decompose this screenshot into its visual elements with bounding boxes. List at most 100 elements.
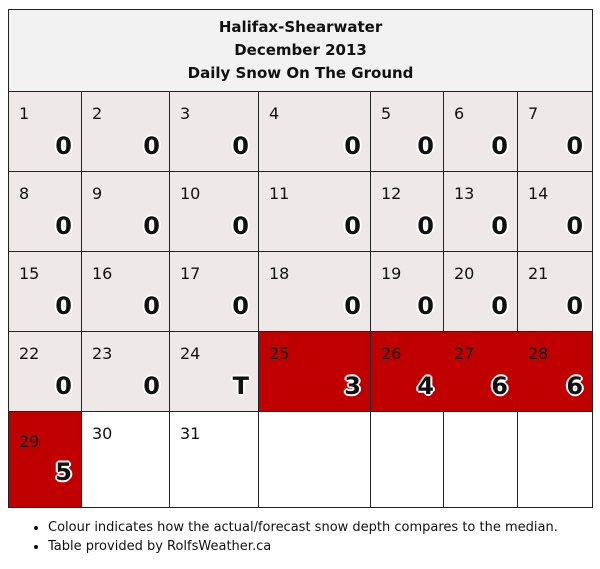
snow-depth-value: 0 [55,212,72,240]
snow-depth-value: 0 [491,292,508,320]
snow-depth-value: 0 [491,212,508,240]
snow-depth-value: 0 [143,212,160,240]
day-number: 5 [381,104,392,123]
day-number: 4 [269,104,280,123]
snow-depth-value: 0 [55,132,72,160]
calendar-title: Halifax-Shearwater December 2013 Daily S… [7,9,594,92]
day-number: 1 [19,104,30,123]
empty-cell [516,411,594,508]
day-number: 11 [269,184,290,203]
snow-depth-value: 6 [566,372,584,400]
day-number: 13 [454,184,475,203]
snow-depth-value: 0 [55,372,72,400]
snow-depth-value: 0 [344,212,361,240]
calendar-table: Halifax-Shearwater December 2013 Daily S… [7,9,594,508]
day-number: 21 [528,264,549,283]
day-cell: 12 0 [370,171,444,252]
day-number: 12 [381,184,402,203]
day-cell: 19 0 [370,251,444,332]
snow-depth-value: 0 [417,132,434,160]
day-number: 9 [92,184,103,203]
day-number: 30 [92,424,113,443]
empty-cell [370,411,444,508]
day-cell: 11 0 [258,171,371,252]
day-number: 27 [454,344,475,363]
day-number: 23 [92,344,113,363]
snow-depth-value: 0 [417,212,434,240]
day-number: 3 [180,104,191,123]
snow-depth-value: 0 [344,132,361,160]
snow-depth-value: T [232,372,249,400]
day-cell: 23 0 [81,331,170,412]
day-cell: 30 [81,411,170,508]
day-cell: 31 [169,411,259,508]
snow-depth-value: 0 [232,212,249,240]
snow-depth-value: 0 [232,132,249,160]
day-number: 22 [19,344,40,363]
week-row: 29 5 30 31 [8,411,594,508]
station-name: Halifax-Shearwater [218,18,383,36]
day-cell: 20 0 [443,251,518,332]
day-cell: 21 0 [516,251,594,332]
day-number: 14 [528,184,549,203]
metric-label: Daily Snow On The Ground [187,64,414,82]
day-number: 7 [528,104,539,123]
snow-depth-value: 6 [491,372,508,400]
empty-cell [258,411,371,508]
snow-depth-value: 0 [491,132,508,160]
snow-depth-value: 0 [566,212,584,240]
day-cell: 29 5 [8,411,82,508]
day-cell: 24 T [169,331,259,412]
day-number: 6 [454,104,465,123]
week-row: 15 0 16 0 17 0 18 0 19 0 20 0 21 0 [8,251,594,332]
day-cell: 17 0 [169,251,259,332]
day-cell: 25 3 [258,331,371,412]
day-cell: 18 0 [258,251,371,332]
day-number: 25 [269,344,290,363]
day-cell: 26 4 [370,331,444,412]
note-colour-legend: Colour indicates how the actual/forecast… [48,518,558,537]
day-number: 28 [528,344,549,363]
day-number: 2 [92,104,103,123]
snow-depth-value: 0 [566,292,584,320]
day-number: 10 [180,184,201,203]
day-number: 31 [180,424,201,443]
day-number: 29 [19,432,40,451]
snow-depth-value: 3 [344,372,361,400]
snow-calendar: Halifax-Shearwater December 2013 Daily S… [7,9,594,508]
day-cell: 16 0 [81,251,170,332]
day-number: 18 [269,264,290,283]
day-number: 17 [180,264,201,283]
notes-list: Colour indicates how the actual/forecast… [8,518,558,556]
month-label: December 2013 [234,41,367,59]
note-credit: Table provided by RolfsWeather.ca [48,537,558,556]
snow-depth-value: 0 [55,292,72,320]
day-number: 16 [92,264,113,283]
snow-depth-value: 0 [143,372,160,400]
snow-depth-value: 0 [143,132,160,160]
snow-depth-value: 5 [55,458,72,486]
day-cell: 10 0 [169,171,259,252]
day-cell: 13 0 [443,171,518,252]
day-cell: 14 0 [516,171,594,252]
empty-cell [443,411,518,508]
snow-depth-value: 0 [566,132,584,160]
day-number: 20 [454,264,475,283]
snow-depth-value: 0 [232,292,249,320]
day-number: 26 [381,344,402,363]
snow-depth-value: 0 [143,292,160,320]
day-cell: 22 0 [8,331,82,412]
day-number: 8 [19,184,30,203]
day-number: 19 [381,264,402,283]
